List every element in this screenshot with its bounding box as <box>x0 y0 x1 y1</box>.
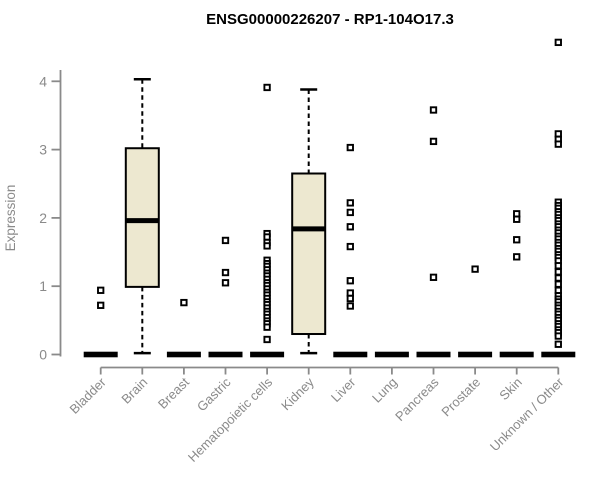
category-unknown-other <box>541 38 576 358</box>
category-skin <box>499 210 534 358</box>
outlier-point <box>263 335 271 344</box>
category-breast <box>166 298 201 358</box>
category-liver <box>333 143 368 358</box>
zero-bar <box>83 351 118 358</box>
outlier-point <box>263 242 271 250</box>
zero-bar <box>208 351 243 358</box>
zero-bar <box>166 351 201 358</box>
outlier-point <box>554 262 562 270</box>
outlier-point <box>554 332 562 340</box>
category-kidney <box>291 88 327 355</box>
y-tick-label: 1 <box>39 278 47 294</box>
category-gastric <box>208 236 243 358</box>
zero-bar <box>374 351 409 358</box>
outlier-point <box>471 265 479 273</box>
outlier-point <box>221 279 230 287</box>
outlier-point <box>180 298 188 307</box>
zero-bar <box>458 351 493 358</box>
outlier-point <box>346 302 354 310</box>
outlier-point <box>346 143 354 152</box>
y-tick-label: 0 <box>39 347 47 363</box>
outlier-point <box>221 236 230 245</box>
zero-bar <box>333 351 368 358</box>
outlier-point <box>346 208 354 217</box>
category-bladder <box>83 286 118 358</box>
zero-bar <box>250 351 285 358</box>
outlier-point <box>429 273 438 281</box>
outlier-point <box>554 340 562 348</box>
outlier-point <box>554 280 562 288</box>
plot-area <box>83 38 576 358</box>
zero-bar <box>499 351 534 358</box>
outlier-point <box>554 140 562 148</box>
outlier-point <box>513 215 521 223</box>
chart-title: ENSG00000226207 - RP1-104O17.3 <box>206 11 454 28</box>
zero-bar <box>416 351 451 358</box>
category-prostate <box>458 265 493 358</box>
y-tick-label: 4 <box>39 73 47 89</box>
outlier-point <box>554 38 562 47</box>
category-brain <box>124 78 160 355</box>
category-hematopoietic-cells <box>250 83 285 358</box>
outlier-point <box>346 199 354 207</box>
y-axis-label: Expression <box>3 185 18 252</box>
outlier-point <box>263 323 271 331</box>
outlier-point <box>97 301 105 309</box>
y-tick-label: 3 <box>39 142 47 158</box>
box <box>291 172 327 336</box>
outlier-point <box>97 286 105 294</box>
outlier-point <box>429 137 438 146</box>
outlier-point <box>346 294 354 303</box>
outlier-point <box>346 223 354 231</box>
y-tick-label: 2 <box>39 210 47 226</box>
y-axis: 0 1 2 3 4 <box>39 70 62 363</box>
outlier-point <box>513 253 521 261</box>
outlier-point <box>346 277 354 285</box>
outlier-point <box>554 268 562 276</box>
outlier-point <box>346 242 354 251</box>
category-pancreas <box>416 106 451 358</box>
category-lung <box>374 351 409 358</box>
outlier-point <box>429 106 438 114</box>
outlier-point <box>221 268 230 277</box>
outlier-point <box>263 83 271 92</box>
box <box>124 147 160 288</box>
outlier-point <box>513 236 521 244</box>
zero-bar <box>541 351 576 358</box>
outlier-point <box>554 274 562 282</box>
